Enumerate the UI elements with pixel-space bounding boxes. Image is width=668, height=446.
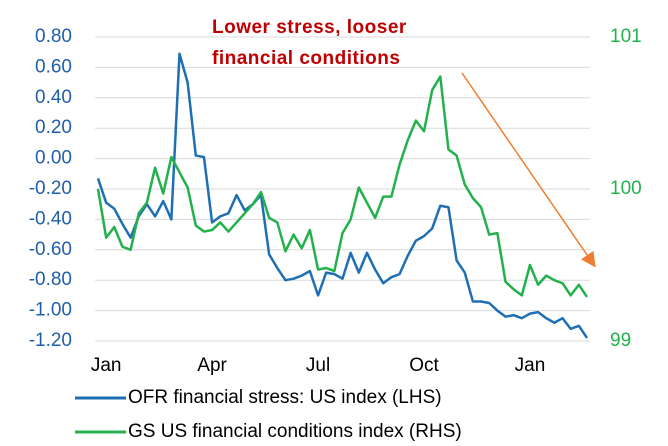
x-tick-label: Jul [306, 355, 330, 376]
annotation: Lower stress, looser [212, 17, 407, 38]
series-line [96, 52, 589, 339]
y-tick-label: -0.80 [29, 269, 72, 290]
y-tick-label: -1.00 [29, 300, 72, 321]
y-tick-label: 0.80 [35, 26, 72, 47]
annotation: financial conditions [212, 48, 400, 69]
x-tick-label: Apr [197, 355, 227, 376]
arrow [461, 72, 596, 268]
x-tick-label: Jan [91, 355, 122, 376]
y-tick-label: 0.40 [35, 87, 72, 108]
legend-label: GS US financial conditions index (RHS) [128, 421, 462, 442]
x-tick-label: Oct [409, 355, 439, 376]
y2-tick-label: 101 [610, 26, 642, 47]
y-tick-label: -1.20 [29, 330, 72, 351]
legend-label: OFR financial stress: US index (LHS) [128, 387, 442, 408]
y-tick-label: -0.60 [29, 239, 72, 260]
series-line [96, 75, 589, 298]
y-tick-label: 0.20 [35, 117, 72, 138]
y2-tick-label: 100 [610, 178, 642, 199]
y-tick-label: 0.60 [35, 56, 72, 77]
y-tick-label: -0.20 [29, 178, 72, 199]
x-tick-label: Jan [515, 355, 546, 376]
y2-tick-label: 99 [610, 330, 631, 351]
y-tick-label: -0.40 [29, 208, 72, 229]
y-tick-label: 0.00 [35, 148, 72, 169]
